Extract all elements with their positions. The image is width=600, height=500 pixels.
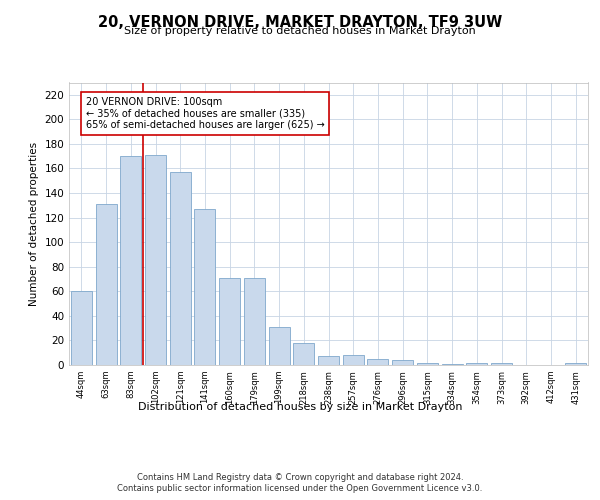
Bar	[170, 172, 191, 365]
Bar	[194, 209, 215, 365]
Bar	[269, 327, 290, 365]
Bar	[392, 360, 413, 365]
Text: Size of property relative to detached houses in Market Drayton: Size of property relative to detached ho…	[124, 26, 476, 36]
Text: Contains HM Land Registry data © Crown copyright and database right 2024.: Contains HM Land Registry data © Crown c…	[137, 472, 463, 482]
Bar	[491, 362, 512, 365]
Bar	[565, 362, 586, 365]
Bar	[318, 356, 339, 365]
Text: 20 VERNON DRIVE: 100sqm
← 35% of detached houses are smaller (335)
65% of semi-d: 20 VERNON DRIVE: 100sqm ← 35% of detache…	[86, 97, 325, 130]
Bar	[244, 278, 265, 365]
Bar	[71, 292, 92, 365]
Bar	[466, 362, 487, 365]
Y-axis label: Number of detached properties: Number of detached properties	[29, 142, 39, 306]
Text: Contains public sector information licensed under the Open Government Licence v3: Contains public sector information licen…	[118, 484, 482, 493]
Bar	[145, 155, 166, 365]
Bar	[120, 156, 141, 365]
Bar	[219, 278, 240, 365]
Bar	[442, 364, 463, 365]
Bar	[343, 355, 364, 365]
Bar	[367, 359, 388, 365]
Text: Distribution of detached houses by size in Market Drayton: Distribution of detached houses by size …	[138, 402, 462, 412]
Bar	[95, 204, 116, 365]
Bar	[417, 362, 438, 365]
Text: 20, VERNON DRIVE, MARKET DRAYTON, TF9 3UW: 20, VERNON DRIVE, MARKET DRAYTON, TF9 3U…	[98, 15, 502, 30]
Bar	[293, 343, 314, 365]
